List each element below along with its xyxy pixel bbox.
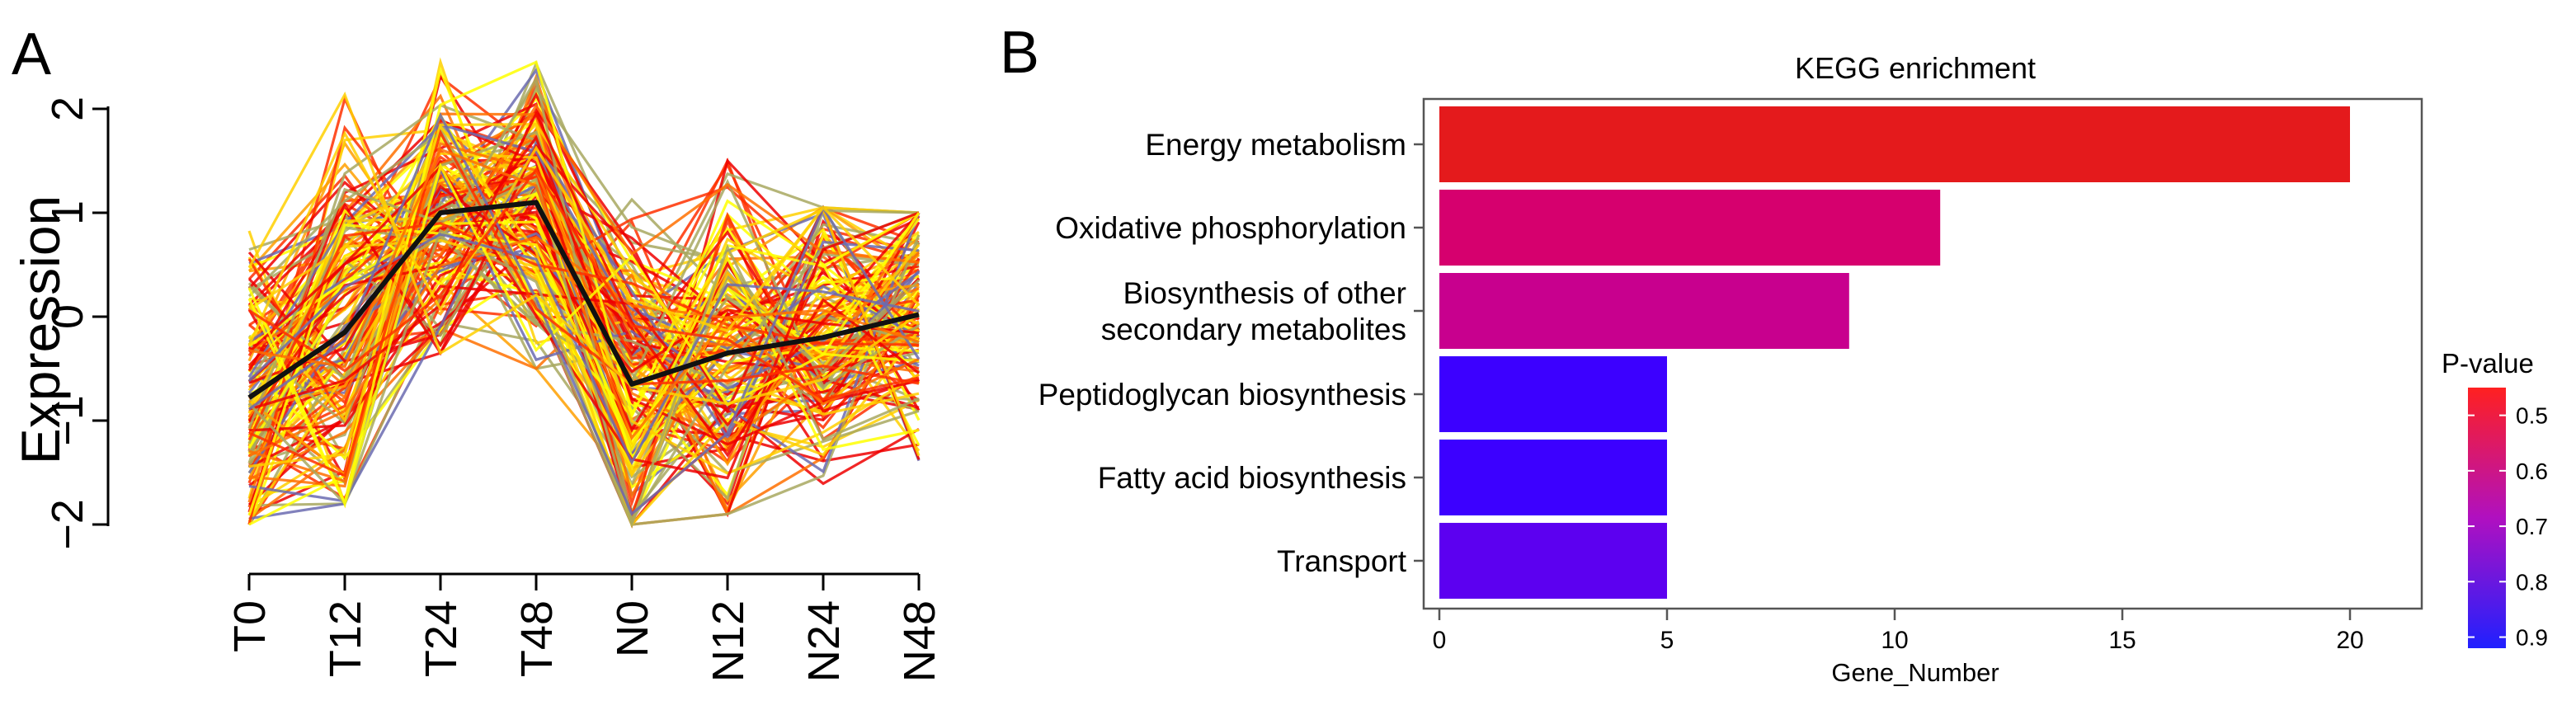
legend-title: P-value: [2442, 348, 2534, 379]
y-tick-label: 1: [43, 200, 92, 225]
x-tick-label: N48: [895, 600, 944, 682]
profile-line: [248, 111, 920, 458]
y-tick-label: −2: [43, 499, 92, 550]
profile-line: [247, 233, 920, 466]
profile-line: [247, 125, 921, 526]
legend-tick-label: 0.5: [2516, 403, 2548, 429]
category-label: Peptidoglycan biosynthesis: [1038, 378, 1406, 412]
panel-label-a: A: [12, 21, 51, 87]
profile-line: [247, 165, 920, 480]
x-tick-label: N12: [704, 600, 753, 682]
y-axis-title: Expression: [10, 195, 71, 465]
legend-tick-label: 0.6: [2516, 459, 2548, 484]
profile-line: [247, 91, 920, 406]
x-tick-label: T12: [321, 600, 370, 677]
profile-line: [248, 167, 920, 401]
legend-tick-label: 0.8: [2516, 569, 2548, 595]
bar: [1439, 356, 1667, 432]
bar: [1439, 106, 2350, 182]
kegg-bar-chart: KEGG enrichment Energy metabolism Oxidati…: [1038, 51, 2548, 687]
y-tick-label: 0: [43, 304, 92, 329]
profile-line: [248, 148, 920, 441]
x-axis-title: Gene_Number: [1831, 658, 1999, 687]
x-tick-label: T24: [417, 600, 466, 677]
y-axis-ticks: −2 −1 0 1 2: [43, 96, 108, 550]
x-tick-label: T0: [225, 600, 275, 652]
category-labels: Energy metabolism Oxidative phosphorylati…: [1038, 128, 1424, 578]
profile-line: [247, 177, 920, 524]
x-axis-ticks: 0 5 10 15 20: [1433, 609, 2364, 654]
legend-tick-label: 0.7: [2516, 514, 2548, 539]
x-tick-label: 0: [1433, 627, 1447, 654]
plot-frame: [1422, 97, 2423, 610]
x-tick-label: N24: [799, 600, 849, 682]
x-tick-label: T48: [512, 600, 562, 677]
cluster-mean-line: [247, 200, 920, 400]
panel-label-b: B: [1000, 20, 1039, 86]
category-label: Biosynthesis of other secondary metabolit…: [1101, 276, 1406, 346]
x-tick-label: 5: [1660, 627, 1674, 654]
profile-line: [247, 130, 921, 346]
profile-line: [247, 60, 920, 508]
y-tick-label: 2: [43, 96, 92, 121]
category-label: Transport: [1277, 544, 1407, 578]
category-label: Oxidative phosphorylation: [1055, 211, 1406, 245]
profile-line: [247, 238, 921, 477]
category-label: Fatty acid biosynthesis: [1098, 461, 1406, 495]
pvalue-legend: P-value 0.5 0.6 0.7 0.8 0.9: [2442, 348, 2548, 651]
profile-line: [248, 129, 920, 478]
y-tick-label: −1: [43, 395, 92, 446]
chart-title: KEGG enrichment: [1795, 51, 2036, 85]
bar: [1439, 440, 1667, 515]
x-tick-label: 10: [1881, 627, 1908, 654]
profile-line: [248, 112, 921, 516]
x-tick-label: 15: [2108, 627, 2136, 654]
profile-line: [248, 220, 920, 447]
bar: [1439, 523, 1667, 599]
x-axis-ticks: T0 T12 T24 T48 N0 N12 N24 N48: [225, 574, 944, 682]
legend-ticks: 0.5 0.6 0.7 0.8 0.9: [2468, 403, 2548, 651]
profile-line: [248, 103, 920, 353]
expression-line-chart: −2 −1 0 1 2 T0 T12 T24 T48 N0 N12 N24 N48 Expressio…: [10, 57, 944, 682]
legend-colorbar: [2468, 388, 2506, 648]
category-label: Energy metabolism: [1145, 128, 1406, 162]
x-tick-label: N0: [608, 600, 657, 657]
bar: [1439, 190, 1941, 266]
bars: [1439, 106, 2350, 599]
expression-profile-bundle: [247, 57, 921, 529]
legend-tick-label: 0.9: [2516, 625, 2548, 651]
profile-line: [247, 162, 921, 508]
x-tick-label: 20: [2336, 627, 2363, 654]
bar: [1439, 273, 1849, 349]
